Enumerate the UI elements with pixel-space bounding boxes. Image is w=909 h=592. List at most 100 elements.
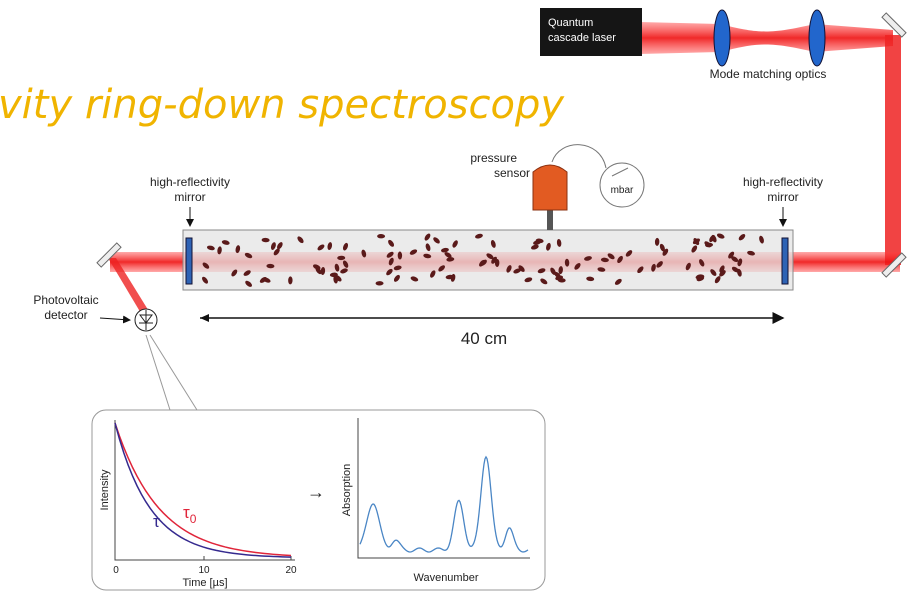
gauge [599, 162, 645, 208]
tau-label: τ [153, 512, 160, 531]
molecule [564, 258, 570, 267]
laser-label: Quantum [548, 17, 593, 29]
molecule [235, 245, 241, 254]
tick-label: 20 [285, 565, 297, 576]
molecule [714, 276, 721, 284]
mirror-label: high-reflectivity [150, 175, 230, 189]
optics-label: Mode matching optics [710, 67, 827, 81]
sensor-label: pressure [470, 151, 517, 165]
molecule [377, 233, 386, 239]
molecule [433, 237, 440, 244]
molecule [259, 276, 267, 283]
molecule [558, 266, 563, 275]
lens [713, 9, 731, 67]
molecule [491, 256, 497, 264]
needle [611, 167, 629, 177]
molecule [479, 259, 486, 267]
subscript: 0 [190, 512, 197, 526]
molecule [540, 278, 548, 285]
molecule [535, 238, 544, 244]
molecule [393, 265, 402, 271]
molecule [334, 263, 340, 272]
sensor [532, 164, 568, 211]
molecule [361, 249, 367, 258]
molecule [340, 268, 348, 274]
cell [182, 229, 794, 291]
molecule [546, 242, 551, 251]
length-label: 40 cm [461, 329, 507, 348]
molecule [506, 265, 512, 273]
molecule [277, 242, 283, 250]
decay-plot [114, 420, 295, 561]
molecule [320, 267, 326, 275]
molecule [738, 234, 746, 241]
detector-label: detector [44, 308, 87, 322]
y-label: Intensity [99, 469, 111, 510]
molecule [375, 281, 384, 286]
molecule [494, 258, 500, 267]
molecules [202, 233, 764, 287]
callout [145, 334, 198, 411]
molecule [759, 235, 764, 244]
molecule [586, 276, 595, 282]
molecule [659, 243, 665, 252]
molecule [710, 269, 717, 276]
gauge-label: mbar [611, 185, 634, 196]
molecule [397, 251, 403, 260]
molecule [475, 233, 483, 239]
molecule [716, 233, 725, 239]
molecule [430, 270, 436, 278]
molecule [731, 256, 739, 263]
molecule [486, 253, 494, 260]
molecule [637, 266, 644, 274]
y-label: Absorption [341, 464, 353, 517]
molecule [654, 237, 660, 246]
x-label: Wavenumber [413, 572, 478, 584]
molecule [728, 251, 735, 259]
molecule [597, 267, 606, 272]
molecule [327, 242, 333, 250]
molecule [202, 276, 209, 284]
x-label: Time [µs] [182, 577, 227, 589]
molecule [409, 249, 418, 255]
molecule [731, 266, 740, 273]
cavity-mirror [781, 237, 789, 285]
molecule [245, 280, 253, 287]
laser [540, 8, 642, 56]
pointer [99, 315, 131, 324]
sensor-label: sensor [494, 166, 530, 180]
molecule [202, 262, 210, 269]
mirror [881, 12, 907, 38]
molecule [425, 243, 431, 252]
mirror-label: mirror [174, 190, 205, 204]
wire [551, 144, 607, 169]
molecule [261, 237, 270, 243]
molecule [388, 239, 395, 247]
laser-label: cascade laser [548, 32, 616, 44]
molecule [685, 262, 691, 271]
molecule [584, 256, 592, 261]
molecule [574, 263, 581, 270]
molecule [691, 245, 698, 253]
molecule [334, 275, 342, 282]
molecule [737, 258, 743, 267]
molecule [446, 257, 455, 262]
sensor-stem [547, 208, 553, 230]
molecule [342, 242, 349, 251]
molecule [444, 252, 452, 258]
lens [808, 9, 826, 67]
molecule [243, 270, 251, 276]
molecule [709, 235, 715, 243]
molecule [524, 277, 533, 283]
molecule [662, 248, 669, 256]
molecule [221, 240, 230, 245]
molecule [217, 246, 222, 255]
molecule [244, 252, 253, 259]
spectrum-plot [357, 418, 530, 559]
molecule [388, 257, 394, 266]
molecule [656, 261, 663, 268]
molecule [704, 241, 712, 248]
molecule [206, 245, 215, 251]
molecule [693, 238, 700, 246]
tau0-label: τ0 [183, 503, 197, 526]
